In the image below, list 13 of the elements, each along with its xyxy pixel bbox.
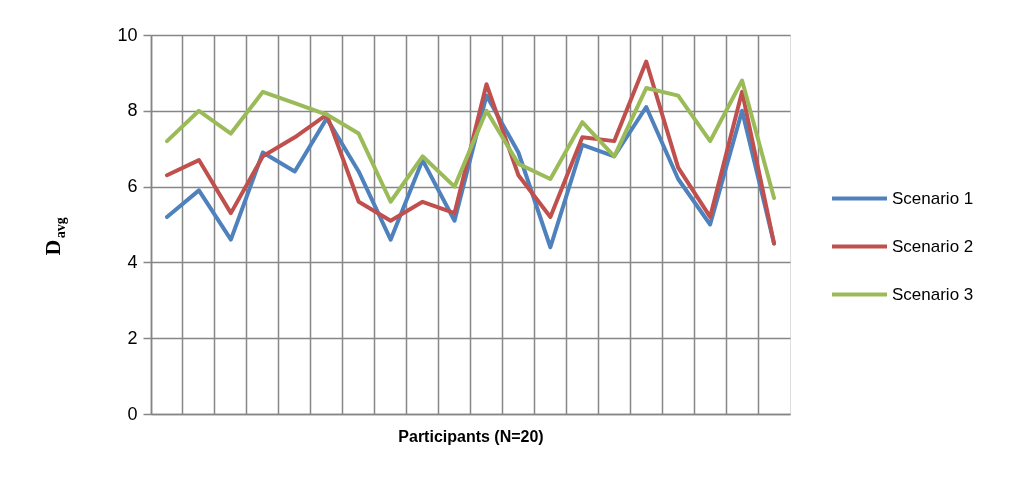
y-tick-label: 8 [127, 100, 138, 121]
legend-label: Scenario 3 [892, 284, 974, 304]
line-series [164, 59, 777, 246]
line-series [164, 78, 777, 204]
y-tick-label: 6 [127, 176, 138, 197]
legend-label: Scenario 2 [892, 236, 974, 256]
y-axis-title: Davg [40, 217, 68, 256]
legend-label: Scenario 1 [892, 188, 974, 208]
y-tick-label: 0 [127, 403, 138, 424]
y-tick-label: 10 [117, 24, 138, 45]
y-tick-label: 4 [127, 251, 138, 272]
y-tick-label: 2 [127, 327, 138, 348]
x-axis-title: Participants (N=20) [398, 427, 544, 445]
